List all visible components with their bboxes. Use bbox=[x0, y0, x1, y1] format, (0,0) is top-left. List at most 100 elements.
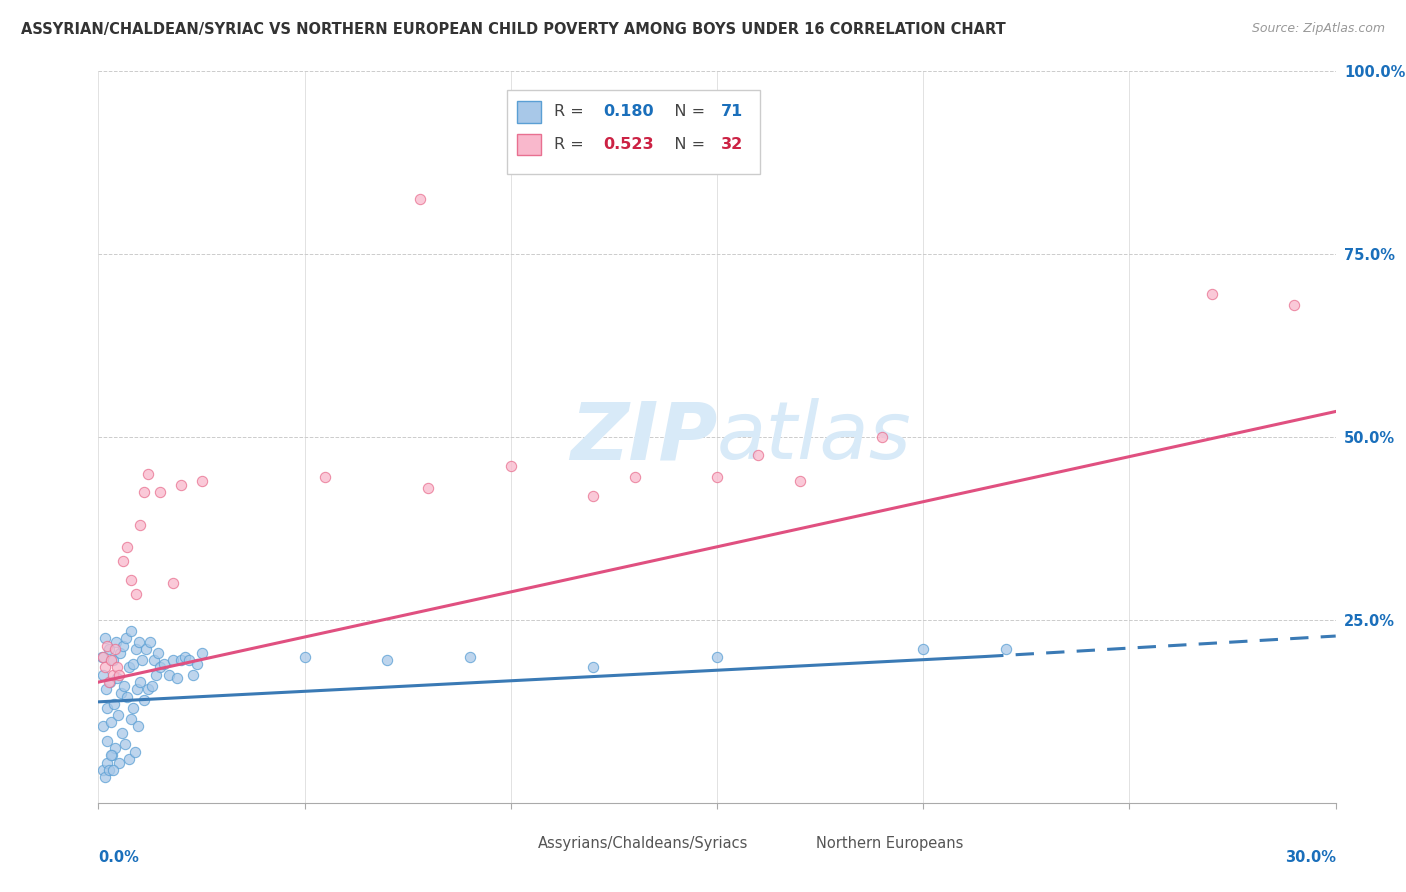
Point bbox=[139, 635, 162, 649]
Point bbox=[103, 697, 125, 711]
Point bbox=[93, 660, 115, 674]
Text: R =: R = bbox=[554, 137, 589, 152]
Point bbox=[136, 682, 159, 697]
Text: 0.0%: 0.0% bbox=[98, 850, 139, 865]
Text: 32: 32 bbox=[721, 137, 742, 152]
Text: atlas: atlas bbox=[717, 398, 912, 476]
Point bbox=[190, 646, 212, 660]
Text: 0.523: 0.523 bbox=[603, 137, 654, 152]
Point bbox=[181, 667, 204, 681]
Point bbox=[128, 675, 150, 690]
Point bbox=[314, 470, 336, 484]
Point bbox=[97, 763, 120, 777]
Point bbox=[96, 733, 118, 747]
Point bbox=[458, 649, 481, 664]
Point bbox=[149, 485, 172, 500]
Point bbox=[91, 667, 114, 681]
Point bbox=[108, 667, 131, 681]
Point bbox=[96, 700, 118, 714]
Point bbox=[112, 554, 135, 568]
Point bbox=[136, 467, 159, 481]
Point bbox=[101, 748, 124, 763]
Point bbox=[110, 686, 132, 700]
Point bbox=[912, 642, 935, 657]
Point bbox=[93, 632, 115, 646]
Text: 71: 71 bbox=[721, 104, 742, 120]
Point bbox=[98, 675, 121, 690]
Point bbox=[499, 459, 522, 474]
Point bbox=[162, 653, 184, 667]
Point bbox=[131, 653, 153, 667]
Point bbox=[124, 642, 146, 657]
Point bbox=[97, 642, 120, 657]
Point bbox=[174, 649, 197, 664]
Point bbox=[1284, 298, 1306, 312]
Point bbox=[582, 660, 605, 674]
Point bbox=[91, 649, 114, 664]
Text: Source: ZipAtlas.com: Source: ZipAtlas.com bbox=[1251, 22, 1385, 36]
Point bbox=[117, 540, 139, 554]
Point bbox=[101, 763, 124, 777]
Point bbox=[166, 672, 188, 686]
Text: 0.180: 0.180 bbox=[603, 104, 654, 120]
Point bbox=[157, 667, 180, 681]
Text: R =: R = bbox=[554, 104, 589, 120]
Point bbox=[149, 660, 172, 674]
Point bbox=[153, 657, 176, 671]
Point bbox=[162, 576, 184, 591]
Text: ASSYRIAN/CHALDEAN/SYRIAC VS NORTHERN EUROPEAN CHILD POVERTY AMONG BOYS UNDER 16 : ASSYRIAN/CHALDEAN/SYRIAC VS NORTHERN EUR… bbox=[21, 22, 1005, 37]
Text: 30.0%: 30.0% bbox=[1285, 850, 1336, 865]
Point bbox=[100, 748, 122, 763]
FancyBboxPatch shape bbox=[785, 833, 807, 854]
Point bbox=[104, 635, 127, 649]
Point bbox=[994, 642, 1017, 657]
Point bbox=[409, 193, 432, 207]
Point bbox=[747, 449, 769, 463]
Point bbox=[94, 682, 117, 697]
Point bbox=[124, 745, 146, 759]
Point bbox=[100, 715, 122, 730]
Text: N =: N = bbox=[659, 104, 710, 120]
Point bbox=[132, 693, 155, 707]
Point bbox=[96, 756, 118, 770]
Text: Assyrians/Chaldeans/Syriacs: Assyrians/Chaldeans/Syriacs bbox=[537, 836, 748, 851]
Point bbox=[706, 649, 728, 664]
Point bbox=[118, 660, 141, 674]
Point bbox=[186, 657, 208, 671]
Text: N =: N = bbox=[659, 137, 710, 152]
Point bbox=[107, 708, 129, 723]
Point bbox=[623, 470, 645, 484]
Point bbox=[170, 653, 193, 667]
FancyBboxPatch shape bbox=[516, 134, 541, 155]
FancyBboxPatch shape bbox=[506, 90, 761, 174]
Point bbox=[104, 740, 127, 755]
Point bbox=[706, 470, 728, 484]
Point bbox=[127, 719, 149, 733]
Point bbox=[128, 635, 150, 649]
Point bbox=[105, 672, 128, 686]
Point bbox=[114, 737, 136, 751]
Point bbox=[110, 646, 132, 660]
Point bbox=[117, 690, 139, 704]
Point bbox=[582, 489, 605, 503]
Point bbox=[1201, 287, 1223, 301]
Point bbox=[101, 667, 124, 681]
Text: Northern Europeans: Northern Europeans bbox=[815, 836, 963, 851]
Y-axis label: Child Poverty Among Boys Under 16: Child Poverty Among Boys Under 16 bbox=[0, 304, 7, 570]
Point bbox=[148, 646, 170, 660]
Point bbox=[190, 474, 212, 488]
Point bbox=[179, 653, 201, 667]
Point bbox=[124, 587, 146, 601]
Point bbox=[96, 639, 118, 653]
Point bbox=[120, 712, 142, 726]
Point bbox=[418, 481, 440, 495]
Point bbox=[375, 653, 398, 667]
Point bbox=[105, 660, 128, 674]
FancyBboxPatch shape bbox=[506, 833, 529, 854]
Point bbox=[170, 477, 193, 491]
Point bbox=[120, 573, 142, 587]
Point bbox=[870, 430, 893, 444]
Point bbox=[104, 642, 127, 657]
Text: ZIP: ZIP bbox=[569, 398, 717, 476]
Point bbox=[93, 719, 115, 733]
